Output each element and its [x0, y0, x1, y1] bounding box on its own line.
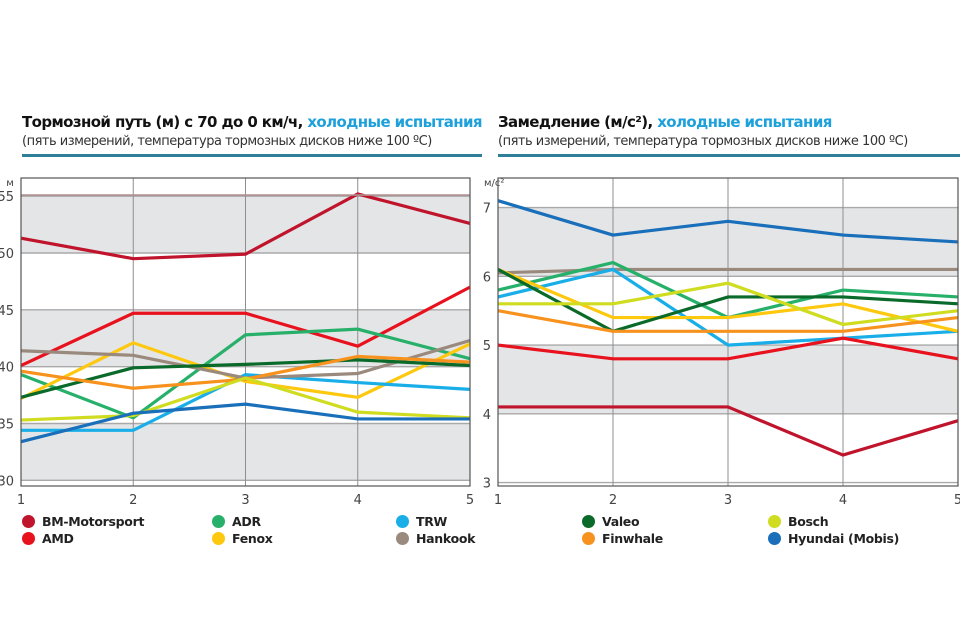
- right-chart-header: Замедление (м/с²), холодные испытания (п…: [498, 112, 960, 157]
- plot-frame: [497, 177, 959, 487]
- y-tick-label: 3: [483, 477, 491, 492]
- right-chart-rule: [498, 154, 960, 157]
- right-chart-title-main: Замедление (м/с²),: [498, 113, 653, 131]
- left-chart-title: Тормозной путь (м) с 70 до 0 км/ч, холод…: [22, 112, 483, 132]
- legend-item: ADR: [212, 514, 261, 529]
- legend-label: ADR: [232, 514, 261, 529]
- legend-item: BM-Motorsport: [22, 514, 144, 529]
- legend-label: AMD: [42, 531, 74, 546]
- x-tick-label: 4: [839, 493, 847, 508]
- y-axis-unit-label: м: [6, 178, 14, 189]
- legend-swatch-icon: [22, 532, 35, 545]
- y-tick-label: 35: [0, 417, 14, 432]
- legend-item: TRW: [396, 514, 447, 529]
- legend-swatch-icon: [396, 515, 409, 528]
- legend-swatch-icon: [582, 515, 595, 528]
- x-tick-label: 2: [609, 493, 617, 508]
- left-chart-title-accent: холодные испытания: [307, 113, 482, 131]
- right-chart-title-accent: холодные испытания: [657, 113, 832, 131]
- x-tick-label: 3: [241, 493, 249, 508]
- y-tick-label: 6: [483, 270, 491, 285]
- x-tick-label: 5: [466, 493, 474, 508]
- legend-swatch-icon: [212, 532, 225, 545]
- legend-swatch-icon: [582, 532, 595, 545]
- y-tick-label: 40: [0, 361, 14, 376]
- plot-frame: [20, 177, 471, 487]
- y-tick-label: 5: [483, 339, 491, 354]
- left-chart-rule: [22, 154, 482, 157]
- legend-item: Fenox: [212, 531, 273, 546]
- legend-label: Valeo: [602, 514, 640, 529]
- legend-swatch-icon: [768, 515, 781, 528]
- y-tick-label: 30: [0, 474, 14, 489]
- left-chart-subtitle: (пять измерений, температура тормозных д…: [22, 134, 432, 149]
- legend-item: AMD: [22, 531, 74, 546]
- legend-swatch-icon: [212, 515, 225, 528]
- x-tick-label: 2: [129, 493, 137, 508]
- legend-label: Bosch: [788, 514, 829, 529]
- legend-item: Valeo: [582, 514, 640, 529]
- legend-label: Finwhale: [602, 531, 663, 546]
- y-tick-label: 7: [483, 202, 491, 217]
- legend-item: Hankook: [396, 531, 475, 546]
- legend-label: Hankook: [416, 531, 476, 546]
- y-axis-unit-label: м/с²: [484, 178, 504, 189]
- legend-label: Fenox: [232, 531, 273, 546]
- legend-label: TRW: [416, 514, 448, 529]
- x-tick-label: 4: [354, 493, 362, 508]
- x-tick-label: 5: [954, 493, 960, 508]
- right-chart-subtitle: (пять измерений, температура тормозных д…: [498, 134, 908, 149]
- legend-swatch-icon: [396, 532, 409, 545]
- legend-label: Hyundai (Mobis): [788, 531, 900, 546]
- left-chart-title-main: Тормозной путь (м) с 70 до 0 км/ч,: [22, 113, 303, 131]
- deceleration-chart: 3 4 5 6 7 1 2 3 4 5 м/с²: [483, 177, 960, 508]
- legend-label: BM-Motorsport: [42, 514, 145, 529]
- legend-item: Bosch: [768, 514, 829, 529]
- legend-item: Finwhale: [582, 531, 663, 546]
- left-chart-header: Тормозной путь (м) с 70 до 0 км/ч, холод…: [22, 112, 483, 157]
- y-tick-label: 45: [0, 304, 14, 319]
- y-tick-label: 4: [483, 408, 491, 423]
- x-tick-label: 3: [724, 493, 732, 508]
- x-tick-label: 1: [17, 493, 25, 508]
- legend-swatch-icon: [22, 515, 35, 528]
- x-tick-label: 1: [494, 493, 502, 508]
- y-tick-label: 55: [0, 190, 14, 205]
- legend-swatch-icon: [768, 532, 781, 545]
- legend-item: Hyundai (Mobis): [768, 531, 899, 546]
- right-chart-title: Замедление (м/с²), холодные испытания: [498, 112, 960, 132]
- y-tick-label: 50: [0, 247, 14, 262]
